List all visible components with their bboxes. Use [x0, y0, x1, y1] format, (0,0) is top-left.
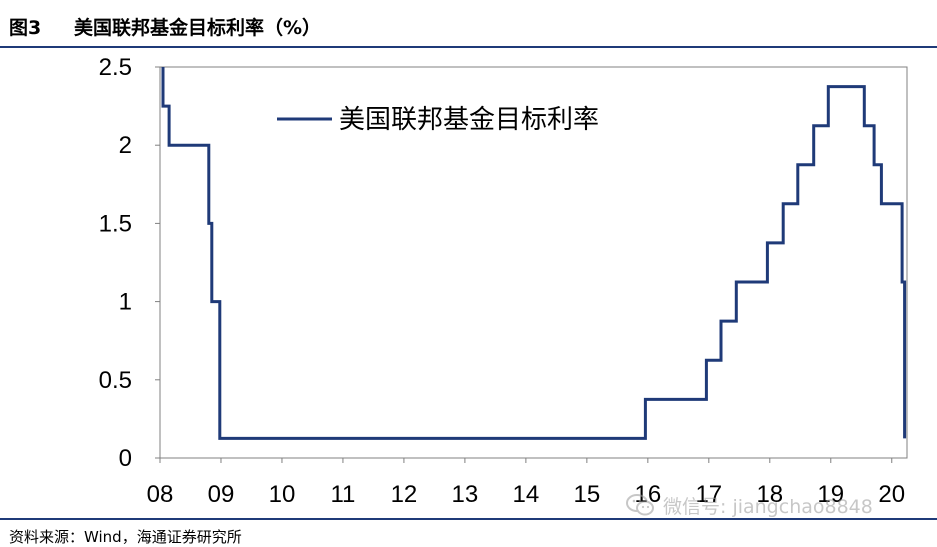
y-tick-label: 1 [119, 289, 132, 316]
x-tick-label: 20 [878, 481, 905, 508]
x-tick-label: 10 [269, 481, 296, 508]
source-bar: 资料来源：Wind，海通证券研究所 [0, 518, 937, 547]
x-tick-label: 13 [452, 481, 479, 508]
plot-frame [159, 66, 908, 459]
y-tick-label: 2 [119, 132, 132, 159]
x-tick-label: 15 [574, 481, 601, 508]
x-tick-label: 11 [330, 481, 355, 508]
x-tick-label: 18 [756, 481, 783, 508]
legend-label: 美国联邦基金目标利率 [339, 105, 599, 135]
y-tick-label: 0.5 [99, 367, 132, 394]
watermark-text: 微信号: jiangchao8848 [663, 495, 873, 518]
figure-title: 美国联邦基金目标利率（%） [74, 17, 322, 39]
y-tick-label: 0 [119, 445, 132, 472]
x-tick-label: 14 [513, 481, 540, 508]
x-tick-label: 08 [147, 481, 174, 508]
watermark: 微信号: jiangchao8848 [625, 490, 873, 520]
x-tick-label: 12 [391, 481, 418, 508]
series-line [161, 67, 907, 440]
y-tick-label: 2.5 [99, 54, 132, 81]
x-tick-label: 17 [695, 481, 722, 508]
x-tick-label: 19 [817, 481, 844, 508]
figure-label: 图3 [9, 17, 42, 39]
y-tick-label: 1.5 [99, 210, 132, 237]
source-text: 资料来源：Wind，海通证券研究所 [9, 528, 242, 546]
wechat-icon [626, 494, 654, 516]
fed-funds-rate-chart: 00.511.522.508 09 10 11 12 13 14 15 16 17 18 19 20美国… [99, 54, 908, 508]
x-tick-label: 09 [208, 481, 235, 508]
figure-header: 图3 美国联邦基金目标利率（%） [0, 0, 937, 48]
